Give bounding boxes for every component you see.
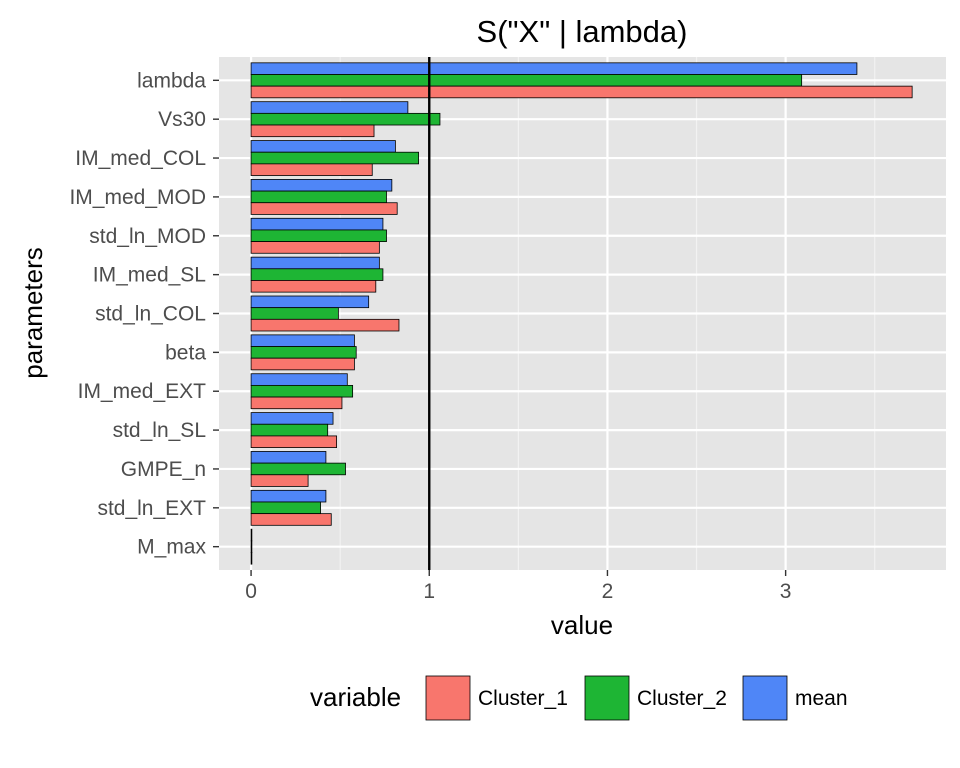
- bar-mean-vs30: [250, 101, 409, 114]
- y-tick-label: Vs30: [158, 108, 206, 131]
- bar-cluster-2-im-med-sl: [250, 268, 384, 281]
- bar-cluster-1-im-med-ext: [250, 396, 343, 410]
- x-tick-label: 2: [602, 580, 614, 603]
- legend: variable Cluster_1 Cluster_2 mean: [310, 675, 848, 721]
- bar-cluster-2-std-ln-ext: [250, 501, 321, 515]
- y-tick-label: lambda: [137, 69, 206, 92]
- y-tick-label: std_ln_SL: [113, 419, 206, 442]
- y-tick-label: IM_med_COL: [75, 147, 206, 170]
- x-axis-ticks: 0 1 2 3: [245, 570, 791, 603]
- y-tick-label: beta: [165, 341, 206, 364]
- bar-cluster-2-beta: [250, 346, 357, 359]
- bar-cluster-1-im-med-sl: [250, 280, 377, 293]
- y-tick-label: IM_med_SL: [93, 264, 206, 287]
- bar-cluster-2-lambda: [250, 74, 803, 87]
- y-tick-label: IM_med_MOD: [69, 186, 206, 209]
- legend-title: variable: [310, 682, 401, 712]
- bar-cluster-2-m-max: [250, 540, 253, 553]
- bar-mean-m-max: [250, 528, 253, 542]
- bar-cluster-1-std-ln-mod: [250, 241, 380, 254]
- legend-key-cluster-2: [584, 675, 630, 721]
- bar-cluster-1-std-ln-ext: [250, 513, 332, 526]
- bars: [250, 62, 913, 565]
- bar-mean-im-med-mod: [250, 179, 393, 192]
- bar-cluster-2-std-ln-mod: [250, 229, 387, 243]
- bar-cluster-1-im-med-mod: [250, 202, 398, 215]
- x-tick-label: 3: [780, 580, 792, 603]
- x-tick-label: 0: [245, 580, 257, 603]
- bar-cluster-1-im-med-col: [250, 163, 373, 176]
- legend-key-cluster-1: [425, 675, 471, 721]
- y-tick-label: IM_med_EXT: [78, 380, 207, 403]
- bar-cluster-2-std-ln-sl: [250, 423, 329, 437]
- x-tick-label: 1: [423, 580, 435, 603]
- y-tick-label: M_max: [137, 536, 206, 559]
- bar-mean-beta: [250, 334, 355, 347]
- bar-cluster-1-gmpe-n: [250, 474, 309, 487]
- bar-mean-std-ln-sl: [250, 412, 334, 425]
- bar-cluster-1-m-max: [250, 552, 253, 565]
- bar-cluster-2-im-med-col: [250, 151, 419, 165]
- bar-cluster-2-gmpe-n: [250, 462, 346, 476]
- bar-cluster-1-std-ln-sl: [250, 435, 338, 448]
- bar-cluster-2-im-med-ext: [250, 384, 354, 398]
- bar-cluster-2-vs30: [250, 112, 441, 126]
- bar-mean-std-ln-mod: [250, 217, 384, 231]
- legend-label-cluster-1: Cluster_1: [478, 687, 568, 710]
- legend-label-mean: mean: [795, 687, 848, 710]
- legend-key-mean: [742, 675, 788, 721]
- bar-mean-im-med-sl: [250, 256, 380, 270]
- bar-cluster-1-vs30: [250, 124, 375, 138]
- bar-cluster-2-im-med-mod: [250, 190, 387, 204]
- bar-mean-std-ln-col: [250, 295, 370, 309]
- bar-cluster-1-lambda: [250, 85, 913, 99]
- bar-cluster-2-std-ln-col: [250, 307, 339, 320]
- y-tick-label: GMPE_n: [121, 458, 206, 481]
- bar-mean-std-ln-ext: [250, 489, 327, 503]
- legend-label-cluster-2: Cluster_2: [637, 687, 727, 710]
- x-axis-title: value: [551, 610, 613, 640]
- y-axis-ticks: lambda Vs30 IM_med_COL IM_med_MOD std_ln_MOD…: [69, 69, 219, 559]
- chart-title: S("X" | lambda): [477, 14, 688, 49]
- bar-mean-im-med-col: [250, 140, 396, 153]
- y-tick-label: std_ln_COL: [95, 303, 206, 326]
- bar-mean-lambda: [250, 62, 858, 75]
- bar-mean-im-med-ext: [250, 373, 348, 386]
- y-tick-label: std_ln_MOD: [89, 225, 206, 248]
- bar-mean-gmpe-n: [250, 451, 327, 464]
- y-axis-title: parameters: [18, 247, 48, 379]
- bar-cluster-1-std-ln-col: [250, 318, 400, 332]
- y-tick-label: std_ln_EXT: [97, 497, 206, 520]
- bar-cluster-1-beta: [250, 357, 355, 371]
